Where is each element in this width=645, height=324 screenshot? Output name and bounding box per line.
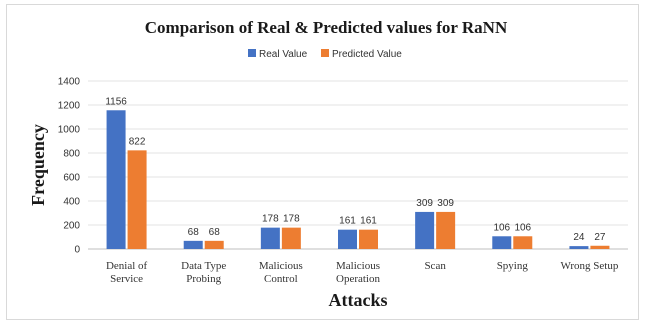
data-label: 106 xyxy=(514,222,531,233)
x-category-label: Scan xyxy=(424,260,446,272)
x-category-label: Probing xyxy=(186,273,221,285)
x-category-label: Denial of xyxy=(106,260,148,272)
legend-label: Real Value xyxy=(259,49,308,60)
y-tick-label: 200 xyxy=(63,221,80,232)
legend-swatch xyxy=(248,49,256,57)
legend: Real Value Predicted Value xyxy=(248,49,402,60)
x-category-label: Spying xyxy=(497,260,529,272)
data-label: 309 xyxy=(437,198,454,209)
y-tick-label: 1200 xyxy=(58,101,81,112)
x-category-label: Wrong Setup xyxy=(560,260,618,272)
bar-real xyxy=(415,211,435,249)
bars xyxy=(106,110,610,249)
bar-predicted xyxy=(127,150,147,249)
data-label: 106 xyxy=(493,222,510,233)
data-label: 68 xyxy=(209,227,221,238)
bar-real xyxy=(106,110,126,249)
y-tick-label: 1000 xyxy=(58,125,81,136)
y-tick-label: 400 xyxy=(63,197,80,208)
y-axis-title: Frequency xyxy=(28,124,48,206)
data-label: 178 xyxy=(262,214,279,225)
data-label: 161 xyxy=(339,216,356,227)
data-labels: 1156 822 68 68 178 178 161 161 309 309 106 106 24 27 xyxy=(105,96,606,243)
x-category-label: Operation xyxy=(336,273,380,285)
bar-real xyxy=(492,236,512,249)
data-label: 68 xyxy=(188,227,200,238)
bar-predicted xyxy=(513,236,533,249)
bar-predicted xyxy=(436,211,456,249)
bar-predicted xyxy=(590,245,610,249)
bar-predicted xyxy=(359,229,378,249)
x-category-label: Service xyxy=(110,273,143,285)
legend-label: Predicted Value xyxy=(332,49,402,60)
data-label: 24 xyxy=(573,232,585,243)
data-label: 1156 xyxy=(105,96,127,107)
data-label: 178 xyxy=(283,214,300,225)
data-label: 822 xyxy=(129,136,146,147)
data-label: 161 xyxy=(360,216,377,227)
legend-swatch xyxy=(321,49,329,57)
bar-real xyxy=(338,229,357,249)
x-axis-title: Attacks xyxy=(329,290,388,310)
x-category-label: Malicious xyxy=(336,260,380,272)
bar-predicted xyxy=(281,227,301,249)
gridlines xyxy=(88,80,628,250)
x-category-label: Malicious xyxy=(259,260,303,272)
bar-real xyxy=(183,240,203,249)
chart-title: Comparison of Real & Predicted values fo… xyxy=(145,18,508,37)
y-tick-label: 800 xyxy=(63,149,80,160)
data-label: 309 xyxy=(416,198,433,209)
bar-real xyxy=(260,227,280,249)
bar-real xyxy=(569,246,589,249)
y-axis-ticks: 0 200 400 600 800 1000 1200 1400 xyxy=(58,77,81,256)
data-label: 27 xyxy=(594,232,606,243)
x-category-label: Data Type xyxy=(181,260,226,272)
y-tick-label: 1400 xyxy=(58,77,81,88)
bar-predicted xyxy=(204,240,224,249)
x-category-label: Control xyxy=(264,273,298,285)
y-tick-label: 600 xyxy=(63,173,80,184)
y-tick-label: 0 xyxy=(74,245,80,256)
